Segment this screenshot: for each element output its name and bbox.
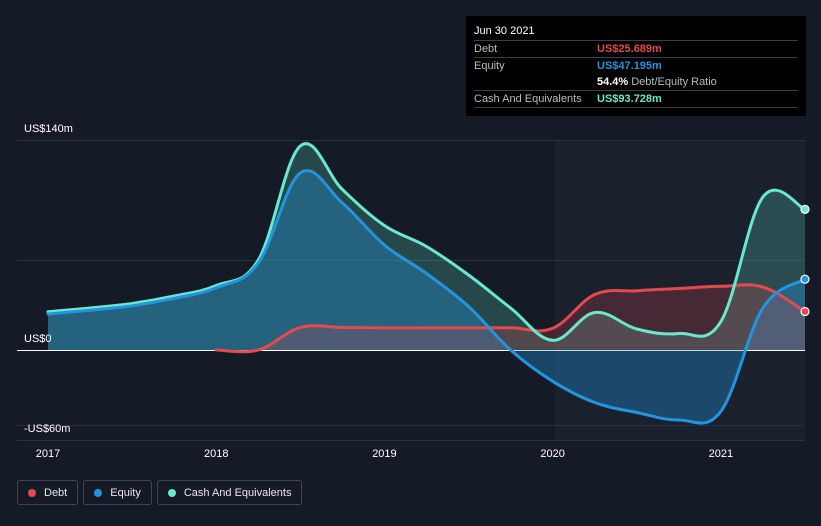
- x-tick-label: 2019: [372, 448, 396, 460]
- x-tick-label: 2018: [204, 448, 228, 460]
- tooltip-cash-label: Cash And Equivalents: [474, 93, 582, 105]
- gridlines: [17, 140, 805, 441]
- y-axis-labels: US$140m US$0 -US$60m: [24, 123, 73, 435]
- tooltip-cash-row: Cash And Equivalents US$93.728m: [474, 90, 798, 108]
- line-debt: [214, 283, 807, 354]
- end-marker-debt: [800, 306, 810, 317]
- tooltip-equity-value: US$47.195m: [597, 60, 662, 72]
- tooltip-ratio-value: 54.4%: [597, 76, 629, 88]
- end-marker-equity: [800, 274, 810, 284]
- tooltip-ratio-label: Debt/Equity Ratio: [631, 76, 717, 88]
- hover-tooltip: Jun 30 2021 Debt US$25.689m Equity US$47…: [466, 16, 806, 116]
- cash-dot-icon: [167, 488, 176, 497]
- series-lines: [46, 142, 807, 425]
- tooltip-ratio-row: 54.4% Debt/Equity Ratio: [474, 74, 798, 90]
- legend-item-equity[interactable]: Equity: [83, 480, 152, 505]
- series-end-markers: [800, 204, 810, 317]
- legend-label-cash: Cash And Equivalents: [183, 486, 292, 499]
- debt-dot-icon: [28, 488, 36, 497]
- tooltip-equity-label: Equity: [474, 60, 505, 72]
- y-tick-label: -US$60m: [24, 423, 70, 435]
- y-tick-label: US$140m: [24, 123, 73, 135]
- area-debt: [216, 284, 805, 352]
- tooltip-equity-row: Equity US$47.195m: [474, 57, 798, 74]
- equity-dot-icon: [94, 488, 103, 497]
- x-tick-label: 2020: [540, 448, 564, 460]
- y-tick-label: US$0: [24, 333, 52, 345]
- plot-shade: [555, 140, 805, 441]
- tooltip-cash-value: US$93.728m: [597, 93, 662, 105]
- line-equity: [46, 169, 807, 425]
- x-tick-label: 2017: [36, 448, 60, 460]
- tooltip-debt-label: Debt: [474, 43, 498, 55]
- legend-label-equity: Equity: [110, 486, 141, 499]
- legend-label-debt: Debt: [44, 486, 68, 499]
- line-cash: [46, 142, 807, 342]
- x-tick-label: 2021: [709, 448, 733, 460]
- legend-item-debt[interactable]: Debt: [17, 480, 79, 505]
- tooltip-date: Jun 30 2021: [474, 25, 535, 37]
- area-equity: [48, 170, 805, 424]
- legend-item-cash[interactable]: Cash And Equivalents: [156, 480, 303, 505]
- tooltip-ratio-spacer: [474, 74, 597, 90]
- x-axis-labels: 2017 2018 2019 2020 2021: [36, 448, 733, 460]
- end-marker-cash: [800, 204, 810, 215]
- tooltip-debt-row: Debt US$25.689m: [474, 40, 798, 57]
- chart-legend: Debt Equity Cash And Equivalents: [17, 480, 303, 507]
- tooltip-debt-value: US$25.689m: [597, 43, 662, 55]
